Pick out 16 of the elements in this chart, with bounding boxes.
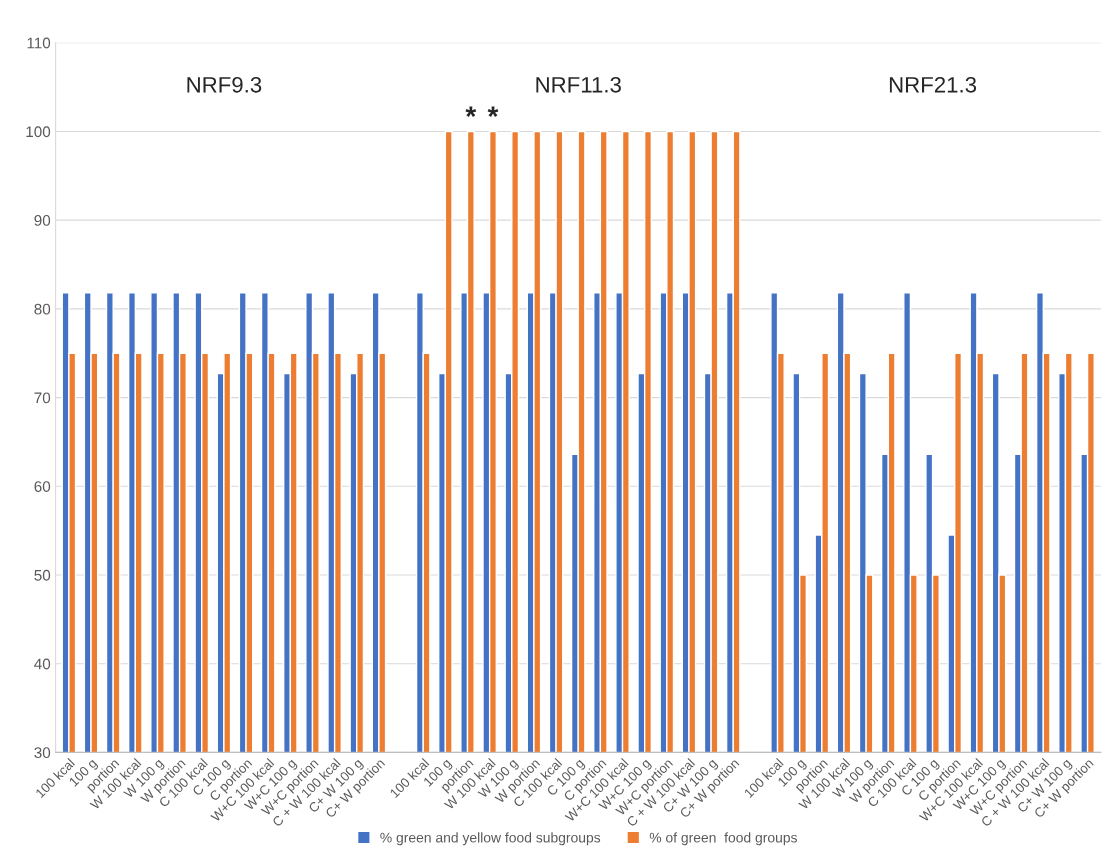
y-tick-label: 110 [27, 37, 51, 49]
y-tick-label: 90 [34, 215, 51, 226]
y-tick-label: 80 [34, 303, 51, 315]
y-tick-label: 70 [34, 392, 51, 404]
annotation: NRF21.3 [889, 76, 977, 93]
data-label: * [465, 106, 477, 117]
y-tick-label: 30 [34, 747, 51, 759]
y-tick-label: 50 [34, 569, 51, 581]
annotation: NRF9.3 [187, 76, 262, 93]
annotation: NRF11.3 [536, 76, 621, 93]
y-tick-label: 40 [34, 658, 51, 670]
y-tick-label: 60 [34, 481, 51, 492]
y-tick-label: 100 [26, 126, 51, 138]
legend-label: % green and yellow food subgroups [380, 832, 601, 846]
data-label: * [487, 106, 499, 117]
legend-label: % of green food groups [649, 832, 797, 846]
